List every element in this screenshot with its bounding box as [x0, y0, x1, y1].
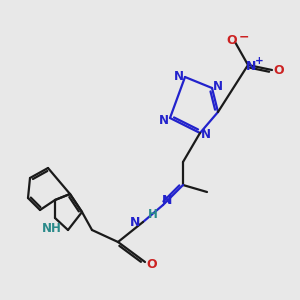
- Text: H: H: [148, 208, 158, 220]
- Text: O: O: [274, 64, 284, 77]
- Text: N: N: [201, 128, 211, 142]
- Text: N: N: [174, 70, 184, 83]
- Text: N: N: [130, 217, 140, 230]
- Text: NH: NH: [42, 221, 62, 235]
- Text: N: N: [162, 194, 172, 206]
- Text: N: N: [213, 80, 223, 94]
- Text: −: −: [239, 31, 249, 44]
- Text: N: N: [159, 113, 169, 127]
- Text: N: N: [246, 61, 256, 74]
- Text: +: +: [255, 56, 263, 66]
- Text: O: O: [147, 257, 157, 271]
- Text: O: O: [227, 34, 237, 47]
